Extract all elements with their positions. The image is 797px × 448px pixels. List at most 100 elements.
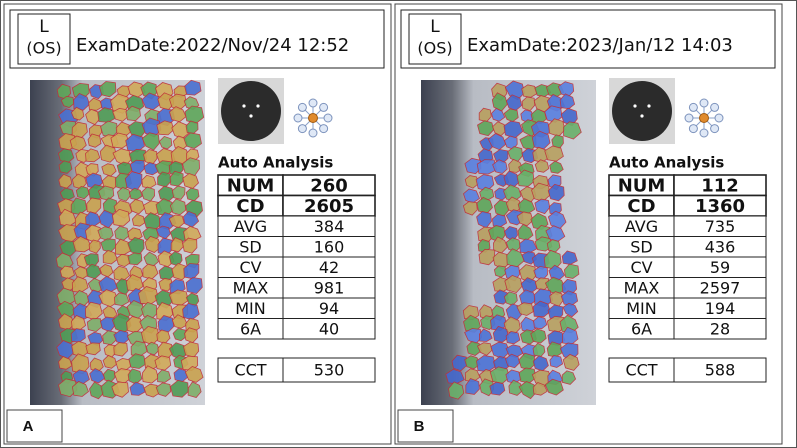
cell (549, 354, 564, 368)
cell (155, 382, 172, 397)
row-label: CV (239, 258, 261, 277)
cell (73, 93, 90, 111)
icon-dot (699, 128, 709, 138)
cct-value: 530 (314, 361, 345, 380)
cell (466, 341, 482, 356)
row-label: MAX (624, 278, 660, 297)
panel-label-box (397, 409, 454, 443)
cell (88, 97, 103, 111)
cell (86, 317, 103, 333)
cell (534, 159, 550, 173)
cell (89, 368, 106, 384)
header-box (9, 9, 385, 69)
header-box (400, 9, 776, 69)
cell (491, 107, 506, 122)
analysis-title: Auto Analysis (609, 154, 724, 172)
cct-label: CCT (234, 361, 266, 380)
cell (72, 235, 93, 253)
cct-value: 588 (705, 361, 736, 380)
cell (112, 107, 129, 122)
row-value: 1360 (695, 196, 745, 217)
row-value: 59 (710, 258, 730, 277)
cell (128, 187, 143, 200)
cell (128, 353, 147, 369)
cell (154, 355, 172, 371)
cell (169, 379, 189, 398)
row-value: 42 (319, 258, 339, 277)
cell (504, 274, 523, 294)
cell (131, 213, 146, 227)
reflex (633, 104, 637, 108)
cell (544, 145, 564, 162)
cell (476, 342, 493, 356)
cell (169, 198, 187, 216)
reflex (242, 104, 246, 108)
cell (521, 96, 536, 112)
row-value: 94 (319, 299, 339, 318)
cell (171, 314, 188, 329)
cell (144, 235, 162, 253)
cell (477, 120, 495, 137)
row-label: CV (630, 258, 652, 277)
cell (156, 120, 175, 136)
panel-label: A (23, 418, 34, 435)
cell (102, 249, 119, 265)
row-value: 194 (705, 299, 736, 318)
cell (547, 183, 565, 202)
cell (185, 277, 203, 295)
cell (182, 237, 198, 254)
cell (87, 133, 102, 148)
analysis-title: Auto Analysis (218, 154, 333, 172)
icon-dot (699, 98, 709, 108)
icon-dot (714, 113, 724, 123)
icon-dot (319, 102, 329, 112)
icon-dot (297, 124, 307, 134)
panel-label-box (6, 409, 63, 443)
cell (145, 341, 160, 356)
cell (58, 160, 73, 174)
cell (505, 330, 521, 345)
row-value: 2605 (304, 196, 354, 217)
cell (476, 159, 498, 175)
cell (516, 211, 534, 227)
cell-mosaic (55, 79, 205, 400)
cell (516, 169, 535, 187)
row-label: NUM (618, 175, 666, 196)
cell (563, 121, 582, 140)
cell (187, 381, 202, 398)
cell (129, 381, 146, 396)
eye-code: (OS) (26, 39, 61, 58)
row-value: 2597 (700, 278, 741, 297)
eye-box (408, 13, 462, 65)
cell (170, 237, 184, 253)
panel-border (394, 3, 783, 445)
cell (88, 239, 101, 254)
pupil (221, 81, 281, 141)
row-label: AVG (625, 217, 658, 236)
cell (183, 132, 202, 149)
cell (58, 356, 73, 370)
cell (489, 381, 506, 396)
cell-mosaic (445, 80, 582, 400)
cct-cell (608, 357, 767, 383)
panel-label: B (414, 418, 425, 435)
cell (125, 105, 141, 122)
row-value: 40 (319, 319, 339, 338)
cell (158, 277, 173, 292)
icon-dot (710, 102, 720, 112)
row-label: 6A (631, 319, 652, 338)
cell (184, 79, 202, 96)
cell (85, 342, 101, 356)
eye-box (17, 13, 71, 65)
cell (157, 369, 172, 383)
cell (116, 186, 131, 202)
row-label: MIN (626, 299, 657, 318)
cell (492, 325, 510, 343)
cell (493, 265, 507, 278)
cell (85, 148, 101, 163)
cell (111, 381, 129, 398)
cell (462, 201, 478, 216)
icon-dot (293, 113, 303, 123)
table-cell (282, 318, 376, 340)
cell (533, 316, 548, 330)
